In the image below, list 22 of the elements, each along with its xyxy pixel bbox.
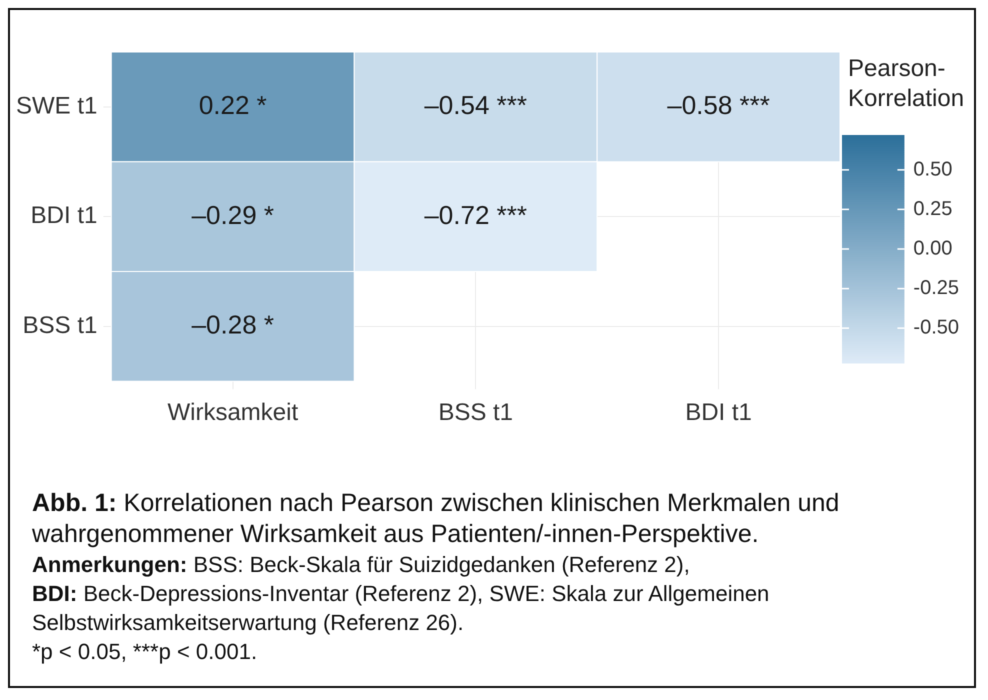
data-label: –0.58 *** (667, 90, 770, 120)
data-label: 0.22 * (198, 90, 267, 120)
data-label: –0.54 *** (424, 90, 528, 120)
y-tick-label: SWE t1 (16, 92, 98, 120)
color-bar-label: 0.00 (913, 238, 952, 260)
y-tick-label: BDI t1 (30, 202, 98, 230)
x-tick-label: Wirksamkeit (167, 399, 298, 426)
text: Anmerkungen: BSS: Beck-Skala für Suizidgedanken (Referenz 2), (32, 552, 690, 577)
data-label: –0.72 *** (424, 200, 528, 230)
color-bar-label: 0.25 (913, 198, 952, 220)
color-bar-label: -0.25 (913, 277, 960, 300)
x-tick-label: BSS t1 (438, 399, 514, 426)
caption: Abb. 1: Korrelationen nach Pearson zwischen klinischen Merkmalen und wahrgenommener Wirksamkeit aus Patienten/-innen-Perspektive. (32, 489, 840, 548)
x-tick-label: BDI t1 (685, 399, 752, 426)
data-label: –0.28 * (192, 310, 274, 340)
color-bar-label: 0.50 (913, 158, 952, 180)
data-label: –0.29 * (192, 200, 274, 230)
y-tick-label: BSS t1 (22, 312, 98, 339)
text: BDI: Beck-Depressions-Inventar (Referenz 2), SWE: Skala zur Allgemeinen Selbstwirksamkeitserwartung (Referenz 26). (32, 581, 770, 635)
color-bar-title: Pearson-Korrelation (848, 54, 966, 114)
text: *p < 0.05, ***p < 0.001. (32, 639, 258, 664)
color-bar-label: -0.50 (913, 316, 960, 339)
